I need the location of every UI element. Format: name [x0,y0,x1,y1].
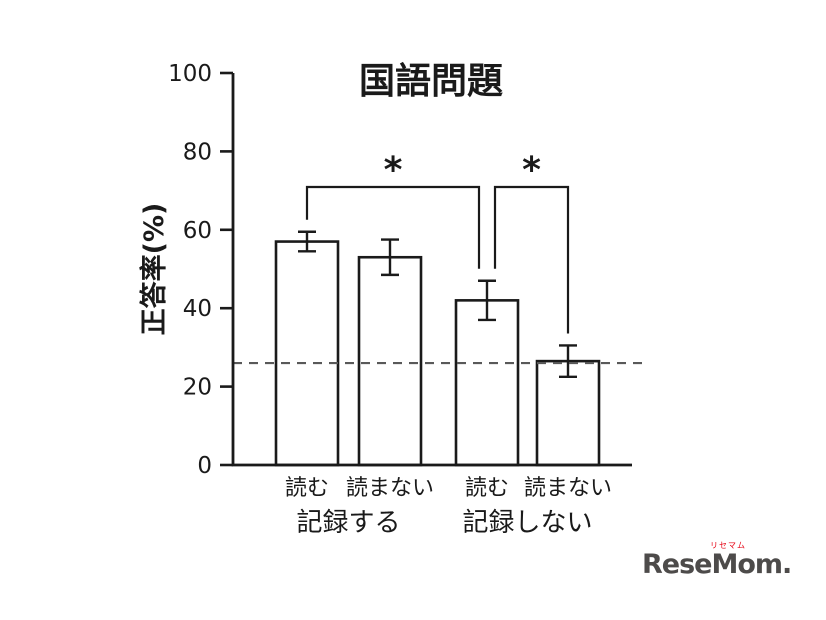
y-tick-label: 20 [183,375,212,401]
y-tick-label: 0 [197,453,212,479]
y-tick-label: 40 [183,296,212,322]
logo-ruby-text: リセマム [710,541,746,550]
group-label: 記録しない [462,508,592,538]
y-tick-label: 100 [168,61,212,87]
significance-asterisk: * [522,150,541,191]
bar [357,255,423,467]
y-tick-label: 80 [183,139,212,165]
significance-asterisk: * [384,150,403,191]
bar-label: 読まない [346,476,434,501]
axes [231,73,632,467]
logo-wordmark-text: ReseMom [642,549,783,580]
bar [274,240,340,467]
logo-wordmark: ReseMom. [642,549,792,580]
y-tick-label: 60 [183,218,212,244]
bar [454,299,520,467]
bar-label: 読む [285,476,329,501]
bar-label: 読む [465,476,509,501]
bar-label: 読まない [524,476,612,501]
group-label: 記録する [296,508,400,538]
bar [535,359,601,467]
y-axis-label: 正答率(%) [138,203,170,336]
chart-title: 国語問題 [359,61,503,102]
significance-bracket [305,185,481,269]
logo-period: . [782,549,792,580]
resemom-logo: リセマム ReseMom. [642,541,792,579]
significance-bracket [493,185,570,334]
